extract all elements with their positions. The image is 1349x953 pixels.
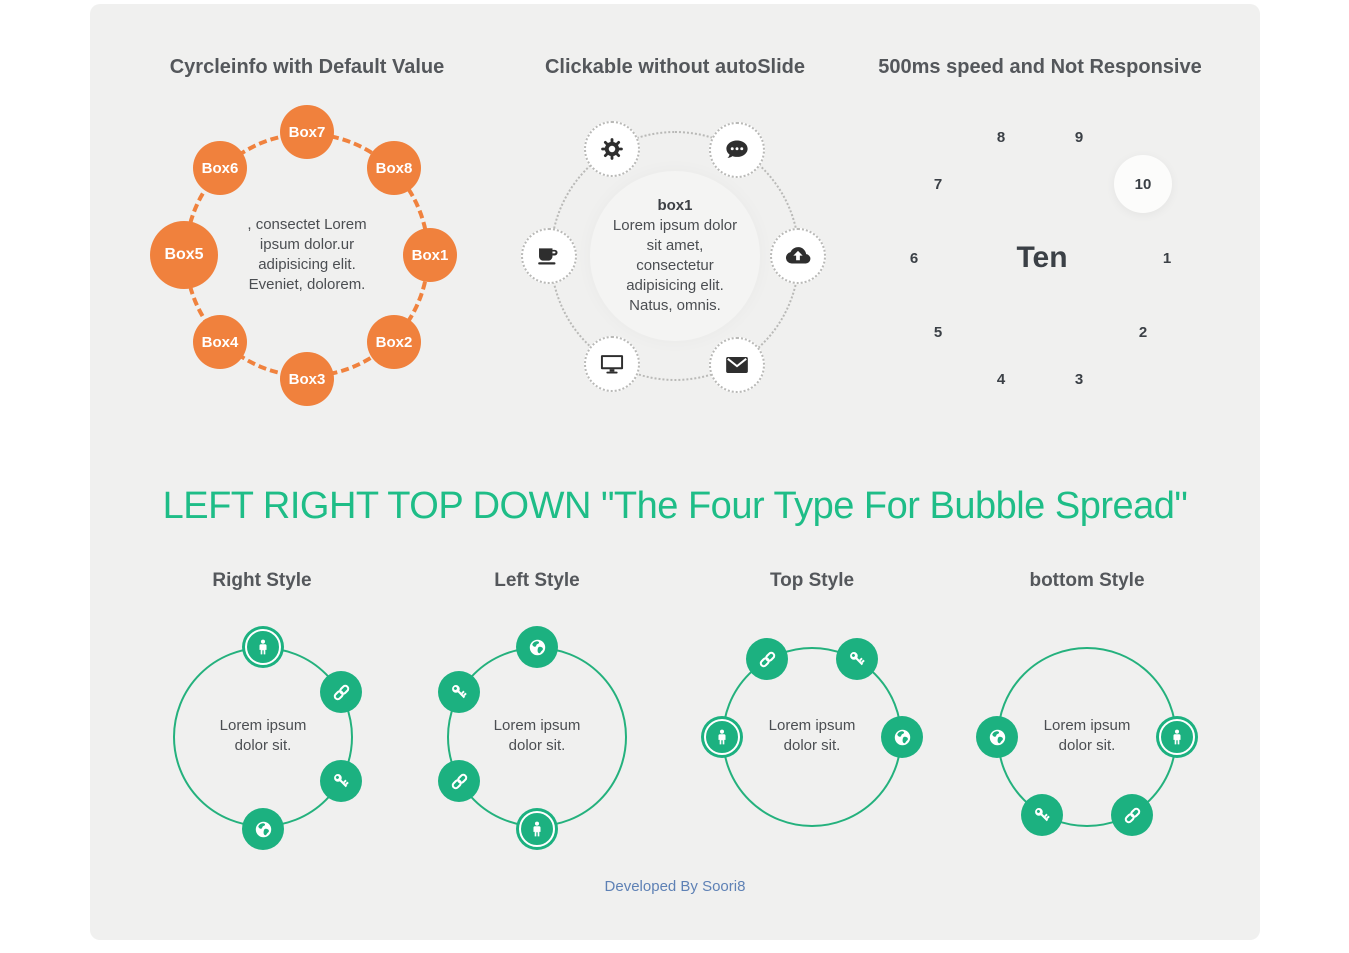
left-bubble-male-active[interactable] [516, 808, 558, 850]
number-1[interactable]: 1 [1162, 249, 1172, 267]
male-user-icon [1168, 728, 1186, 746]
chain-link-icon [331, 682, 352, 703]
clickable-center-text: Lorem ipsum dolor sit amet, consectetur … [612, 217, 738, 314]
number-3[interactable]: 3 [1074, 370, 1084, 388]
bubble-box5-active[interactable]: Box5 [150, 221, 218, 289]
right-bubble-globe[interactable] [242, 808, 284, 850]
top-bubble-male-active[interactable] [701, 716, 743, 758]
desktop-monitor-icon [599, 351, 625, 377]
style-title-top: Top Style [769, 570, 855, 591]
left-style-center-text: Lorem ipsum dolor sit. [493, 717, 581, 754]
style-title-left: Left Style [494, 570, 580, 591]
bubble-box2[interactable]: Box2 [367, 315, 421, 369]
number-9[interactable]: 9 [1074, 128, 1084, 146]
chain-link-icon [1122, 805, 1143, 826]
key-icon [331, 771, 352, 792]
bubble-gear[interactable] [584, 121, 640, 177]
bottom-bubble-globe[interactable] [976, 716, 1018, 758]
right-bubble-male-active[interactable] [242, 626, 284, 668]
bubble-box1[interactable]: Box1 [403, 228, 457, 282]
page-container: Cyrcleinfo with Default Value , consecte… [90, 4, 1260, 940]
bubble-box3[interactable]: Box3 [280, 352, 334, 406]
chain-link-icon [449, 771, 470, 792]
left-bubble-key[interactable] [438, 671, 480, 713]
number-4[interactable]: 4 [996, 370, 1006, 388]
envelope-icon [724, 352, 750, 378]
key-icon [449, 682, 470, 703]
cloud-upload-icon [784, 242, 812, 270]
widget-title-clickable: Clickable without autoSlide [544, 56, 806, 78]
globe-icon [987, 727, 1008, 748]
key-icon [847, 649, 868, 670]
coffee-cup-icon [536, 243, 562, 269]
bottom-bubble-male-active[interactable] [1156, 716, 1198, 758]
bubble-box7[interactable]: Box7 [280, 105, 334, 159]
bubble-cloud[interactable] [770, 228, 826, 284]
number-2[interactable]: 2 [1138, 323, 1148, 341]
chain-link-icon [757, 649, 778, 670]
bubble-box8[interactable]: Box8 [367, 141, 421, 195]
style-title-bottom: bottom Style [1029, 570, 1145, 591]
number-7[interactable]: 7 [933, 175, 943, 193]
number-6[interactable]: 6 [909, 249, 919, 267]
speed-widget-center-text: Ten [1016, 241, 1068, 274]
top-bubble-link[interactable] [746, 638, 788, 680]
globe-icon [253, 819, 274, 840]
number-10-active[interactable]: 10 [1134, 175, 1152, 193]
top-style-center-text: Lorem ipsum dolor sit. [768, 717, 856, 754]
number-5[interactable]: 5 [933, 323, 943, 341]
footer-credit-link[interactable]: Developed By Soori8 [604, 878, 746, 895]
key-icon [1032, 805, 1053, 826]
style-title-right: Right Style [212, 570, 312, 591]
globe-icon [527, 637, 548, 658]
bottom-bubble-link[interactable] [1111, 794, 1153, 836]
gear-icon [599, 136, 625, 162]
comment-dots-icon [724, 137, 750, 163]
number-8[interactable]: 8 [996, 128, 1006, 146]
bubble-box4[interactable]: Box4 [193, 315, 247, 369]
top-bubble-globe[interactable] [881, 716, 923, 758]
left-bubble-globe[interactable] [516, 626, 558, 668]
bubble-envelope[interactable] [709, 337, 765, 393]
widget-title-speed: 500ms speed and Not Responsive [878, 56, 1202, 78]
right-bubble-link[interactable] [320, 671, 362, 713]
bubble-comment[interactable] [709, 122, 765, 178]
active-number-highlight [1114, 155, 1172, 213]
male-user-icon [254, 638, 272, 656]
bubble-box6[interactable]: Box6 [193, 141, 247, 195]
bubble-desktop[interactable] [584, 336, 640, 392]
clickable-center-title: box1 [657, 197, 693, 214]
male-user-icon [528, 820, 546, 838]
globe-icon [892, 727, 913, 748]
top-bubble-key[interactable] [836, 638, 878, 680]
bottom-bubble-key[interactable] [1021, 794, 1063, 836]
right-bubble-key[interactable] [320, 760, 362, 802]
default-widget-center-text: , consectet Lorem ipsum dolor.ur adipisi… [247, 216, 367, 293]
bubble-coffee[interactable] [521, 228, 577, 284]
widget-title-default: Cyrcleinfo with Default Value [169, 56, 445, 78]
male-user-icon [713, 728, 731, 746]
bottom-style-center-text: Lorem ipsum dolor sit. [1043, 717, 1131, 754]
right-style-center-text: Lorem ipsum dolor sit. [219, 717, 307, 754]
left-bubble-link[interactable] [438, 760, 480, 802]
main-heading: LEFT RIGHT TOP DOWN "The Four Type For B… [162, 485, 1188, 527]
clickable-center-circle: box1 Lorem ipsum dolor sit amet, consect… [590, 171, 760, 341]
